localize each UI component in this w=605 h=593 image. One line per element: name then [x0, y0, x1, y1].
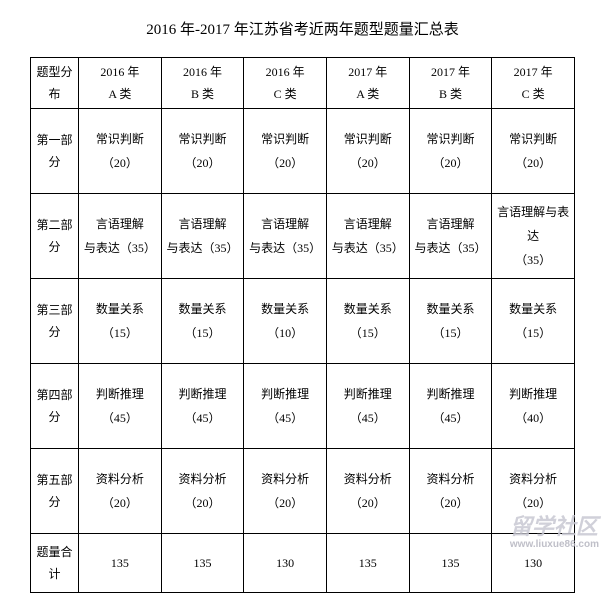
- table-cell: 资料分析（20）: [326, 449, 409, 534]
- table-cell: 资料分析（20）: [79, 449, 162, 534]
- table-cell: 判断推理（45）: [244, 364, 327, 449]
- table-cell: 言语理解与表达（35）: [326, 194, 409, 279]
- table-row: 第一部分常识判断（20）常识判断（20）常识判断（20）常识判断（20）常识判断…: [31, 109, 575, 194]
- table-row-total: 题量合计135135130135135130: [31, 534, 575, 593]
- table-cell: 常识判断（20）: [409, 109, 492, 194]
- table-cell: 数量关系（15）: [79, 279, 162, 364]
- summary-table: 题型分布 2016 年A 类 2016 年B 类 2016 年C 类 2017 …: [30, 57, 575, 593]
- table-cell: 常识判断（20）: [326, 109, 409, 194]
- row-label: 第四部分: [31, 364, 79, 449]
- table-cell: 130: [244, 534, 327, 593]
- col-header: 2016 年C 类: [244, 58, 327, 109]
- col-header: 题型分布: [31, 58, 79, 109]
- table-cell: 数量关系（15）: [409, 279, 492, 364]
- row-label: 第一部分: [31, 109, 79, 194]
- table-cell: 135: [326, 534, 409, 593]
- table-cell: 135: [409, 534, 492, 593]
- table-header-row: 题型分布 2016 年A 类 2016 年B 类 2016 年C 类 2017 …: [31, 58, 575, 109]
- table-cell: 判断推理（45）: [326, 364, 409, 449]
- table-cell: 言语理解与表达（35）: [161, 194, 244, 279]
- col-header: 2017 年A 类: [326, 58, 409, 109]
- table-cell: 判断推理（45）: [79, 364, 162, 449]
- table-cell: 常识判断（20）: [79, 109, 162, 194]
- col-header: 2017 年B 类: [409, 58, 492, 109]
- table-cell: 言语理解与表达（35）: [409, 194, 492, 279]
- table-cell: 判断推理（40）: [492, 364, 575, 449]
- col-header: 2017 年C 类: [492, 58, 575, 109]
- table-cell: 130: [492, 534, 575, 593]
- table-cell: 常识判断（20）: [244, 109, 327, 194]
- col-header: 2016 年A 类: [79, 58, 162, 109]
- table-cell: 言语理解与表达（35）: [79, 194, 162, 279]
- table-cell: 言语理解与表达（35）: [492, 194, 575, 279]
- row-label: 第三部分: [31, 279, 79, 364]
- table-cell: 判断推理（45）: [409, 364, 492, 449]
- table-row: 第二部分言语理解与表达（35）言语理解与表达（35）言语理解与表达（35）言语理…: [31, 194, 575, 279]
- row-label: 第二部分: [31, 194, 79, 279]
- row-label: 题量合计: [31, 534, 79, 593]
- table-row: 第四部分判断推理（45）判断推理（45）判断推理（45）判断推理（45）判断推理…: [31, 364, 575, 449]
- col-header: 2016 年B 类: [161, 58, 244, 109]
- table-cell: 数量关系（15）: [161, 279, 244, 364]
- table-cell: 数量关系（15）: [326, 279, 409, 364]
- table-cell: 资料分析（20）: [492, 449, 575, 534]
- row-label: 第五部分: [31, 449, 79, 534]
- table-cell: 135: [161, 534, 244, 593]
- table-cell: 言语理解与表达（35）: [244, 194, 327, 279]
- table-cell: 数量关系（10）: [244, 279, 327, 364]
- table-cell: 常识判断（20）: [492, 109, 575, 194]
- table-cell: 资料分析（20）: [409, 449, 492, 534]
- table-cell: 判断推理（45）: [161, 364, 244, 449]
- table-cell: 数量关系（15）: [492, 279, 575, 364]
- table-cell: 常识判断（20）: [161, 109, 244, 194]
- table-cell: 资料分析（20）: [161, 449, 244, 534]
- table-cell: 资料分析（20）: [244, 449, 327, 534]
- table-row: 第五部分资料分析（20）资料分析（20）资料分析（20）资料分析（20）资料分析…: [31, 449, 575, 534]
- table-cell: 135: [79, 534, 162, 593]
- table-row: 第三部分数量关系（15）数量关系（15）数量关系（10）数量关系（15）数量关系…: [31, 279, 575, 364]
- page-title: 2016 年-2017 年江苏省考近两年题型题量汇总表: [30, 18, 575, 39]
